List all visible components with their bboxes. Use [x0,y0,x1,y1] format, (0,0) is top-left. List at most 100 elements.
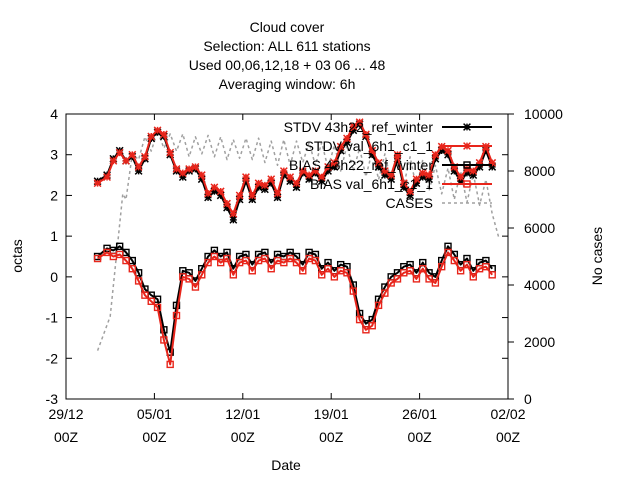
series-4-line [96,130,500,351]
series-0-point [481,146,490,155]
series-1-point [140,152,149,161]
series-1-point [431,150,440,159]
series-1-point [425,171,434,180]
x-tick-label: 19/01 [314,406,349,422]
y-tick-label: 4 [50,106,58,122]
series-3-point [444,248,452,257]
series-3-point [299,267,307,275]
series-3-point [362,326,370,334]
series-1-point [185,165,194,173]
series-1-point [235,191,244,200]
series-3-point [438,262,446,271]
series-1-point [343,134,351,143]
series-3-point [368,322,376,330]
series-3-point [343,269,351,277]
series-0-point [456,177,465,186]
series-1-point [115,148,124,157]
series-3-point [216,258,225,267]
x-axis-label: Date [271,457,301,473]
series-3-point [324,265,332,273]
series-0-point [380,171,389,180]
series-3-point [311,256,320,265]
series-3-point [128,265,137,273]
series-0-point [197,175,206,184]
series-3-point [349,287,357,295]
series-0-point [336,146,345,155]
series-3-point [393,275,402,283]
series-1-point [463,165,471,173]
series-0-point [254,183,263,192]
series-1-point [393,150,402,159]
series-1-point [103,173,111,182]
series-0-point [324,167,332,175]
y2-tick-label: 8000 [524,163,555,179]
series-1-point [216,187,225,196]
series-0-point [450,167,459,175]
series-1-point [349,122,358,131]
series-3-point [229,271,238,279]
series-1-point [197,171,206,180]
series-0-point [216,191,225,200]
series-3-point [280,258,288,267]
series-1-point [242,173,250,182]
series-3-point [122,256,130,265]
series-0-point [387,175,396,184]
series-1-point [444,146,452,155]
series-1-point [159,130,168,139]
legend-marker [463,142,471,150]
legend-label: CASES [386,195,433,211]
series-1-point [204,189,213,198]
series-0-point [178,173,187,182]
series-1-point [260,181,269,190]
series-1-point [311,167,320,175]
series-1-point [178,169,187,177]
series-3 [93,248,496,369]
series-0-point [235,195,244,204]
series-3-point [488,271,496,279]
x-tick-sublabel: 00Z [142,429,167,445]
series-0-point [134,167,143,175]
legend-marker [463,180,471,188]
series-1-point [475,158,484,167]
series-1-point [254,179,263,188]
y-tick-label: 3 [50,147,58,163]
y2-tick-label: 4000 [524,277,555,293]
legend-entry-2: BIAS 43h22_ref_winter [289,157,492,173]
series-0-point [444,150,452,159]
series-3-point [141,291,149,299]
series-3-point [153,303,162,312]
series-1-point [229,209,238,218]
series-0-point [475,162,484,171]
y2-tick-label: 6000 [524,220,555,236]
series-3-point [482,262,490,271]
series-1-point [380,167,389,175]
legend-entry-4: CASES [386,195,492,211]
series-3-point [286,254,294,263]
series-3-point [191,283,200,291]
series-1-point [267,175,276,184]
series-0-point [368,150,377,159]
series-0-point [406,191,415,200]
series-1-point [317,173,326,182]
series-3-point [406,267,414,275]
series-0-point [305,175,314,184]
axes: -3 -2 -1 0 1 2 3 4 0 2000 4000 6000 8000 10000 29/12 00… [46,106,564,445]
series-2-point [172,301,181,310]
x-tick-label: 05/01 [137,406,172,422]
series-0-point [412,179,421,188]
series-3-point [210,252,219,261]
series-3-point [261,254,269,263]
series-3-point [198,271,206,279]
series-1-point [93,179,102,188]
series-0-point [463,169,471,177]
series-1-point [406,187,415,196]
series-2-point [115,242,124,251]
y-axis-label: octas [9,239,25,272]
series-1-point [336,142,345,151]
series-3-point [185,275,193,283]
series-1-point [166,148,175,157]
series-3-point [223,254,231,263]
series-3-point [419,265,427,273]
series-1-point [368,146,377,155]
series-0-point [488,162,497,171]
